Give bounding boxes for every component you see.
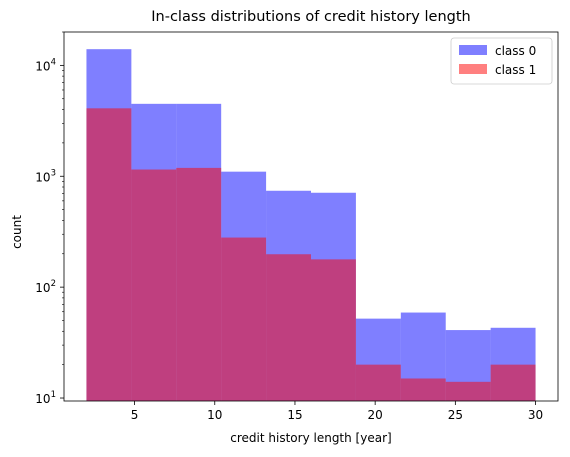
x-tick-label: 5	[131, 408, 139, 422]
legend-label-class-0: class 0	[495, 44, 536, 58]
bar-class-1-bin-8	[400, 378, 446, 401]
legend: class 0 class 1	[450, 37, 553, 85]
x-tick-label: 15	[287, 408, 302, 422]
legend-swatch-class-1	[459, 64, 487, 74]
axes-layer: 5 10 15 20 25 30 101 102 103 104	[35, 31, 559, 422]
legend-swatch-class-0	[459, 45, 487, 55]
bar-class-1-bin-10	[490, 364, 536, 401]
legend-label-class-1: class 1	[495, 63, 536, 77]
bar-class-1-bin-3	[176, 167, 222, 401]
x-tick-label: 10	[207, 408, 222, 422]
y-tick-label: 104	[35, 57, 56, 73]
bar-class-1-bin-9	[445, 381, 491, 401]
y-tick-label: 101	[35, 390, 56, 406]
x-axis-label: credit history length [year]	[230, 431, 391, 445]
bar-class-1-bin-1	[86, 108, 132, 402]
x-tick-label: 25	[448, 408, 463, 422]
chart-title: In-class distributions of credit history…	[151, 9, 470, 25]
bar-class-1-bin-2	[131, 169, 177, 401]
y-tick-label: 103	[35, 168, 56, 184]
bar-class-1-bin-6	[311, 259, 356, 401]
x-tick-label: 30	[528, 408, 543, 422]
plot-frame	[63, 31, 559, 402]
y-tick-label: 102	[35, 279, 56, 295]
x-tick-label: 20	[368, 408, 383, 422]
bar-class-1-bin-7	[355, 364, 401, 401]
bar-class-1-bin-5	[266, 254, 311, 401]
bars-layer	[86, 49, 536, 402]
bar-class-1-bin-4	[221, 237, 267, 401]
y-axis-label: count	[10, 215, 24, 249]
